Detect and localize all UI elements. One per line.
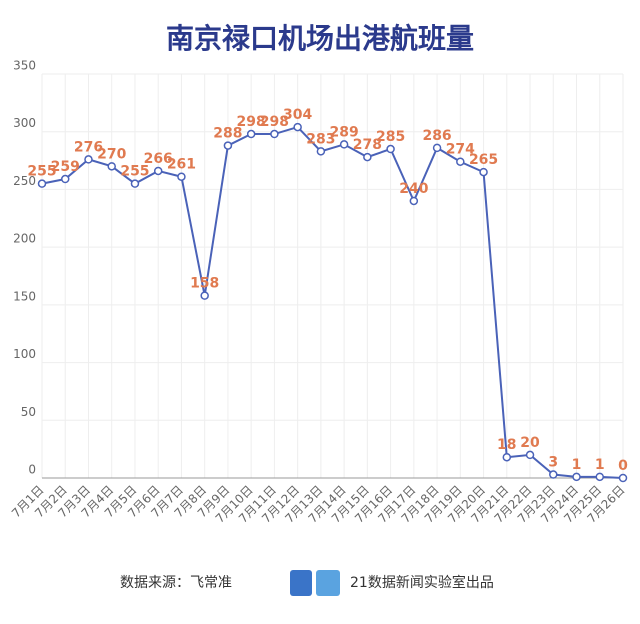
value-label: 278 [353,137,382,153]
point [246,129,256,139]
y-tick-label: 100 [13,347,36,361]
point [60,174,70,184]
point [293,122,302,132]
value-label: 266 [144,151,173,167]
y-tick-label: 50 [21,405,36,419]
value-label: 1 [572,457,582,473]
point [107,162,116,171]
value-label: 285 [376,129,405,145]
value-label: 3 [548,455,558,471]
value-label: 20 [520,435,540,451]
point [270,129,279,139]
chart-title: 南京禄口机场出港航班量 [166,22,474,55]
point [502,452,512,462]
value-label: 298 [237,114,266,130]
value-label: 0 [618,458,628,474]
point [339,140,349,149]
y-tick-label: 0 [28,463,36,477]
point [595,472,605,482]
logo [290,570,340,596]
point [549,470,558,479]
value-label: 286 [422,128,451,144]
point [177,172,186,181]
point [525,450,535,460]
point [130,179,140,188]
value-label: 261 [167,157,196,173]
value-label: 298 [260,114,289,130]
point [386,144,395,154]
value-label: 255 [120,164,149,180]
value-label: 276 [74,139,103,155]
value-label: 274 [446,142,475,158]
y-tick-label: 300 [13,116,36,130]
y-tick-label: 150 [13,289,36,303]
value-label: 18 [497,437,516,453]
point [409,196,419,206]
source: 数据来源：飞常准 [120,575,232,591]
point [572,472,581,482]
value-label: 265 [469,152,498,168]
value-label: 255 [27,164,56,180]
series-line [41,125,624,479]
value-label: 289 [330,124,359,140]
point [479,167,488,177]
point [363,152,372,162]
logo-block [316,570,340,596]
value-label: 158 [190,276,219,292]
point [316,147,326,156]
logo-block [290,570,312,596]
value-label: 270 [97,146,126,162]
value-label: 259 [51,159,80,175]
y-tick-label: 350 [13,59,36,73]
value-label: 304 [283,107,312,123]
point [37,179,47,188]
point [456,157,465,166]
point [84,155,93,164]
value-label: 283 [306,131,335,147]
y-tick-label: 200 [13,232,36,246]
point [153,166,163,176]
value-label: 288 [213,126,242,142]
value-label: 240 [399,181,428,197]
point [618,473,628,483]
point [432,143,442,153]
value-label: 1 [595,457,605,473]
point [223,141,233,150]
y-tick-label: 250 [13,174,36,188]
credit: 21数据新闻实验室出品 [350,574,494,591]
point [200,291,209,300]
